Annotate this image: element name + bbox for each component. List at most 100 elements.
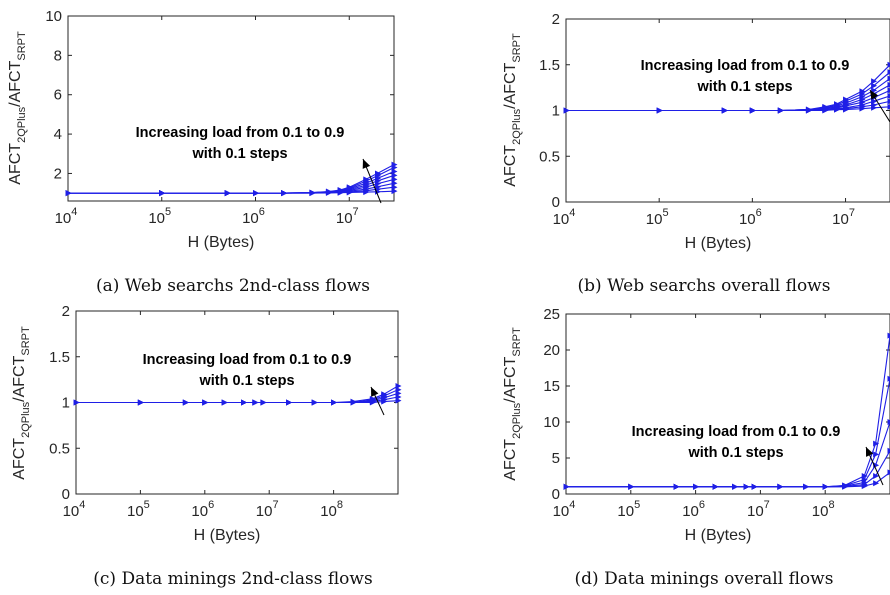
series-point (252, 399, 259, 406)
series-point (309, 189, 316, 196)
series-point (887, 61, 890, 68)
x-tick-label: 105 (127, 499, 150, 520)
x-axis-label: H (Bytes) (685, 527, 752, 544)
x-tick-label: 107 (256, 499, 279, 520)
series-point (822, 483, 829, 490)
x-tick-label: 105 (617, 499, 640, 520)
series-point (822, 103, 829, 110)
series-point (391, 168, 398, 175)
x-tick-label: 106 (739, 207, 762, 228)
series-point (224, 190, 231, 197)
series-point (861, 473, 868, 479)
series-point (346, 184, 353, 191)
series-point (887, 103, 890, 110)
y-tick-label: 0.5 (49, 440, 70, 457)
series-point (137, 399, 144, 406)
series-point (887, 375, 890, 382)
plot-frame (565, 313, 890, 495)
series-line (566, 471, 890, 488)
series-point (337, 186, 344, 193)
series-line (68, 174, 394, 194)
series-point (887, 75, 890, 82)
series-point (331, 399, 338, 406)
x-tick-label: 106 (191, 499, 214, 520)
series-point (395, 383, 402, 390)
annotation-line-2: with 0.1 steps (198, 373, 294, 389)
x-tick-label: 108 (320, 499, 343, 520)
series-point (859, 88, 866, 95)
y-tick-label: 25 (543, 306, 560, 323)
annotation-line-1: Increasing load from 0.1 to 0.9 (136, 125, 345, 141)
y-tick-label: 1.5 (49, 349, 70, 366)
series-point (350, 398, 357, 405)
y-axis-label: AFCT2QPlus/AFCTSRPT (502, 33, 523, 187)
series-point (873, 473, 880, 479)
series-point (325, 188, 332, 195)
series-point (369, 395, 376, 402)
x-tick-label: 106 (682, 499, 705, 520)
annotation-line-2: with 0.1 steps (687, 445, 783, 461)
series-line (68, 178, 394, 194)
series-point (202, 399, 209, 406)
x-tick-label: 105 (646, 207, 669, 228)
series-point (391, 184, 398, 191)
series-point (887, 419, 890, 425)
series-point (563, 483, 570, 490)
series-point (673, 483, 680, 490)
annotation-arrowhead (870, 90, 879, 100)
series-point (887, 69, 890, 76)
y-tick-label: 0.5 (539, 148, 560, 165)
y-tick-label: 2 (552, 11, 560, 28)
y-tick-label: 1.5 (539, 57, 560, 74)
caption-a: (a) Web searchs 2nd-class flows (96, 276, 370, 296)
panel-c-chart: 0 0.5 1 1.5 2 104 105 106 107 108 H (Bytes) AFCT2QP… (11, 303, 402, 544)
series-point (887, 469, 890, 476)
series-point (887, 332, 890, 339)
y-tick-label: 8 (54, 47, 62, 64)
series-point (182, 399, 189, 406)
x-tick-label: 107 (747, 499, 770, 520)
caption-d: (d) Data minings overall flows (575, 569, 834, 589)
annotation-line-1: Increasing load from 0.1 to 0.9 (632, 424, 841, 440)
x-tick-label: 104 (55, 206, 78, 227)
x-axis-label: H (Bytes) (685, 235, 752, 252)
series-point (873, 451, 880, 458)
series-point (391, 176, 398, 183)
x-tick-label: 107 (336, 206, 359, 227)
series-point (777, 107, 784, 114)
y-tick-label: 0 (552, 194, 560, 211)
series-point (391, 180, 398, 187)
annotation-line-2: with 0.1 steps (696, 79, 792, 95)
x-tick-label: 105 (148, 206, 171, 227)
x-tick-label: 106 (242, 206, 265, 227)
y-tick-label: 2 (54, 165, 62, 182)
series-point (260, 399, 267, 406)
y-tick-label: 5 (552, 450, 560, 467)
series-line (68, 167, 394, 194)
series-point (563, 107, 570, 114)
y-tick-label: 20 (543, 342, 560, 359)
y-tick-label: 4 (54, 126, 62, 143)
y-tick-label: 0 (62, 486, 70, 503)
series-point (721, 107, 728, 114)
series-point (391, 161, 398, 168)
series-point (221, 399, 228, 406)
series-line (68, 170, 394, 194)
series-point (887, 87, 890, 94)
series-point (374, 170, 381, 177)
x-axis-label: H (Bytes) (188, 234, 255, 251)
series-point (777, 483, 784, 490)
series-point (693, 483, 700, 490)
series-point (363, 176, 370, 183)
y-tick-label: 15 (543, 378, 560, 395)
series-point (751, 483, 758, 490)
y-tick-label: 10 (45, 8, 62, 25)
annotation-line-1: Increasing load from 0.1 to 0.9 (143, 352, 352, 368)
x-tick-label: 104 (63, 499, 86, 520)
plot-frame (67, 15, 395, 202)
y-axis-label: AFCT2QPlus/AFCTSRPT (11, 326, 32, 480)
series-point (873, 440, 880, 447)
y-tick-label: 6 (54, 87, 62, 104)
series-point (749, 107, 756, 114)
